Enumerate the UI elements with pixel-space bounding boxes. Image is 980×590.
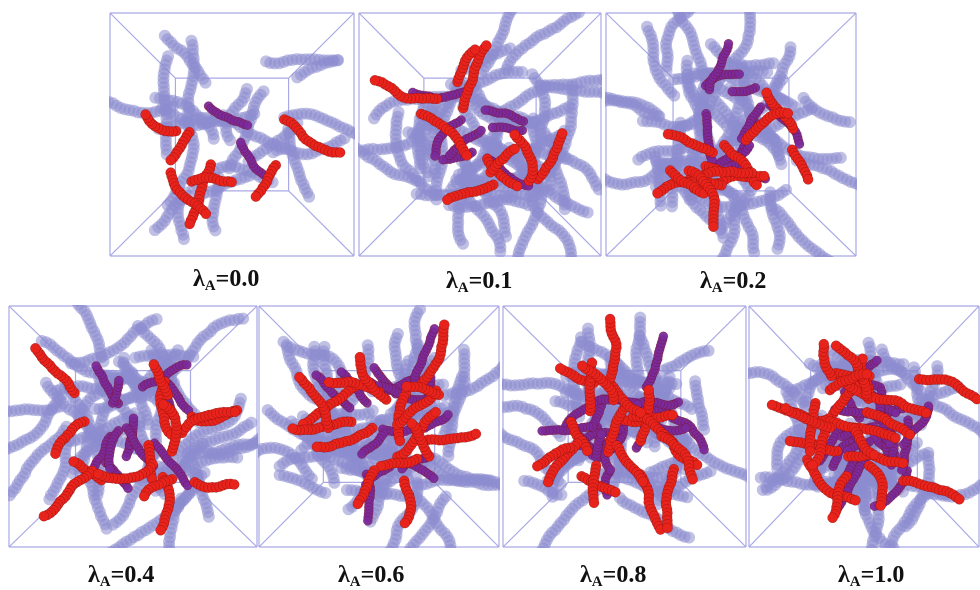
- snapshot-panel-lambda-0.1: [358, 12, 602, 257]
- snapshot-panel-lambda-0.2: [605, 12, 857, 257]
- snapshot-panel-lambda-1.0: [748, 305, 980, 548]
- caption-lambda-1.0: λA=1.0: [838, 563, 904, 590]
- caption-lambda-0.1: λA=0.1: [446, 269, 512, 296]
- caption-lambda-0.4: λA=0.4: [88, 563, 154, 590]
- snapshot-panel-lambda-0.6: [258, 305, 500, 548]
- caption-lambda-0.6: λA=0.6: [338, 563, 404, 590]
- solvent-chains: [109, 30, 355, 245]
- snapshot-panel-lambda-0.4: [8, 305, 258, 548]
- snapshot-panel-lambda-0.0: [109, 12, 355, 257]
- caption-lambda-0.2: λA=0.2: [700, 269, 766, 296]
- caption-lambda-0.8: λA=0.8: [580, 563, 646, 590]
- caption-lambda-0.0: λA=0.0: [193, 267, 259, 294]
- snapshot-panel-lambda-0.8: [502, 305, 747, 548]
